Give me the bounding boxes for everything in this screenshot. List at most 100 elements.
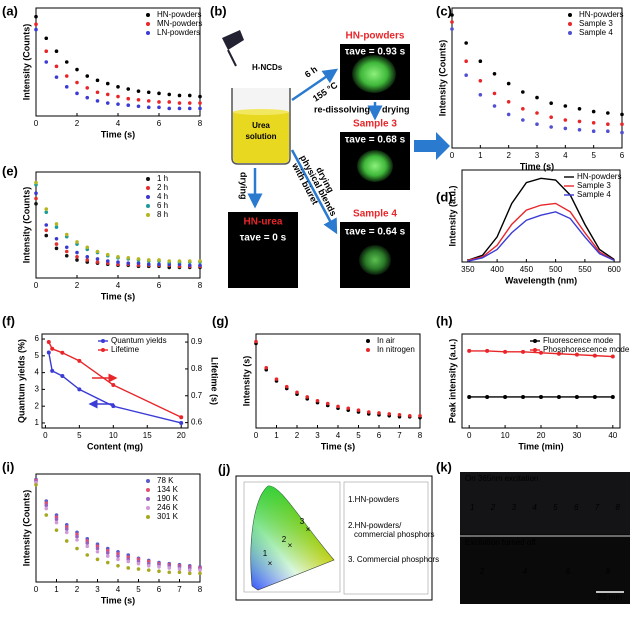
photo-top (460, 472, 630, 534)
x-tick-label: 20 (537, 431, 546, 440)
x-tick-label: 7 (397, 431, 402, 440)
data-point (34, 202, 38, 206)
step-label: re-dissolving (314, 104, 370, 114)
data-point (85, 541, 90, 545)
y2-tick-label: 0.9 (191, 337, 203, 346)
cie-point-label: 2 (282, 535, 287, 544)
data-point (54, 236, 59, 241)
data-point (44, 36, 49, 41)
panel-label: (e) (2, 163, 18, 178)
x-tick-label: 10 (501, 431, 510, 440)
data-point (450, 20, 454, 24)
data-point (44, 506, 49, 511)
photo-panel: (k) On 365nm excitation 12345678 Excitat… (436, 459, 630, 604)
data-marker (592, 353, 597, 358)
x-tick-label: 7 (177, 585, 182, 594)
data-point (64, 249, 69, 254)
data-marker (539, 350, 543, 355)
data-point (146, 258, 151, 262)
panel-label: (g) (212, 313, 229, 328)
data-point (167, 566, 172, 570)
data-point (116, 102, 120, 106)
data-marker (574, 352, 579, 357)
x-tick-label: 5 (591, 151, 596, 160)
data-point (177, 567, 182, 571)
x-tick-label: 4 (563, 151, 568, 160)
x-tick-label: 2 (75, 119, 80, 128)
y2-tick-label: 0.8 (191, 364, 203, 373)
x-tick-label: 0 (450, 151, 455, 160)
x-tick-label: 6 (377, 431, 382, 440)
x-tick-label: 3 (535, 151, 540, 160)
sample-tau: τave = 0.64 s (345, 227, 406, 238)
data-point (44, 223, 49, 227)
data-point (521, 118, 525, 122)
data-marker (556, 394, 561, 399)
data-point (187, 571, 192, 576)
legend-label: 6 h (157, 201, 168, 210)
legend-marker (366, 348, 370, 352)
data-point (44, 207, 49, 211)
data-point (146, 564, 151, 568)
x-tick-label: 4 (116, 281, 121, 290)
data-marker (467, 348, 472, 353)
plot-frame (41, 333, 189, 429)
x-tick-label: 30 (572, 431, 581, 440)
data-point (75, 538, 79, 542)
data-point (126, 96, 131, 101)
solution (233, 112, 289, 163)
pen (222, 30, 244, 50)
arrow (290, 149, 338, 235)
data-point (75, 240, 79, 244)
data-marker (179, 420, 184, 425)
cie-point: × (268, 559, 273, 568)
data-point (606, 111, 610, 115)
data-point (34, 27, 38, 32)
data-marker (111, 383, 116, 388)
x-tick-label: 600 (607, 265, 621, 274)
legend-label: HN-powders (577, 172, 621, 181)
data-point (95, 257, 100, 261)
data-point (126, 559, 131, 564)
y-axis-label: Intensity (a.u.) (447, 185, 457, 246)
data-point (521, 90, 525, 94)
data-point (95, 260, 100, 264)
data-point (54, 246, 59, 251)
data-point (136, 567, 141, 571)
data-point (54, 49, 59, 53)
data-marker (50, 346, 55, 351)
legend-marker (146, 177, 150, 181)
data-point (54, 520, 59, 525)
legend-marker (146, 213, 150, 217)
data-point (464, 73, 468, 77)
x-tick-label: 8 (198, 585, 203, 594)
data-point (44, 228, 49, 233)
data-point (116, 564, 120, 568)
legend-marker (568, 22, 572, 26)
panel-label: (d) (436, 189, 453, 204)
solution-surface (233, 109, 289, 115)
big-arrow (414, 132, 450, 160)
legend-marker (146, 22, 150, 26)
legend-marker (146, 204, 150, 208)
data-point (167, 259, 172, 263)
legend-label: 134 K (157, 485, 179, 494)
data-point (305, 395, 310, 399)
data-point (44, 233, 49, 238)
data-point (64, 74, 69, 78)
data-point (198, 568, 202, 572)
step-label: drying (382, 104, 410, 114)
data-marker (46, 340, 51, 345)
data-point (620, 112, 624, 117)
x-axis-label: Time (s) (520, 161, 554, 171)
data-point (157, 105, 161, 110)
data-point (34, 191, 38, 195)
y-tick-label: 2 (35, 401, 40, 410)
y-tick-label: 6 (35, 334, 40, 343)
x-axis-label: Time (s) (321, 441, 355, 451)
data-point (75, 250, 79, 255)
x-tick-label: 6 (620, 151, 625, 160)
data-point (105, 551, 110, 555)
data-point (136, 89, 141, 93)
